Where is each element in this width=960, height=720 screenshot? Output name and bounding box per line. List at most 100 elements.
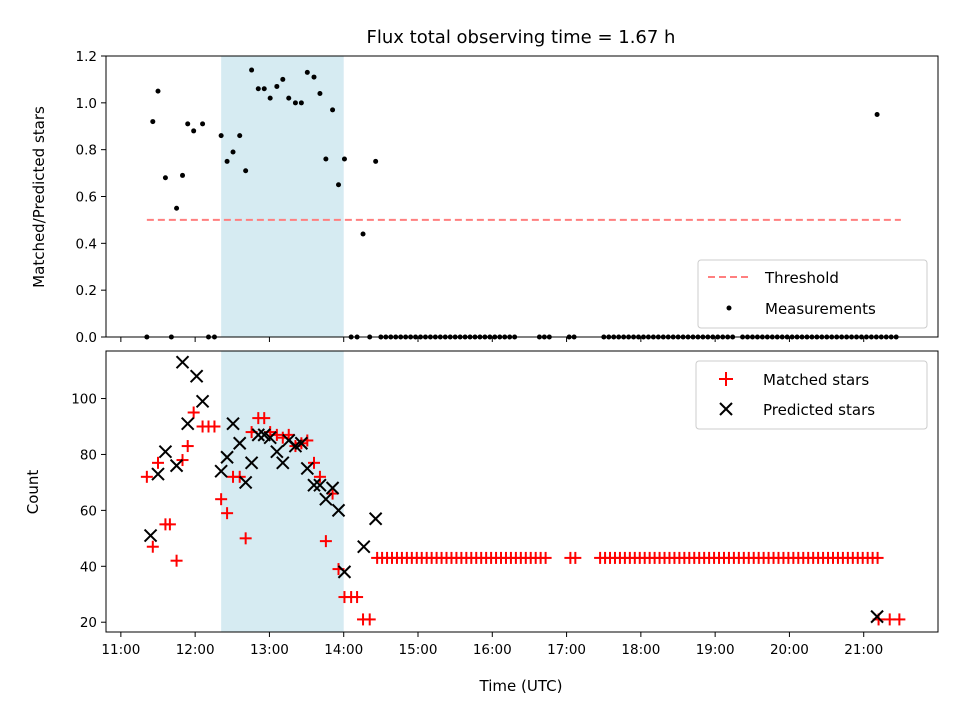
top-y-tick-label: 0.6 xyxy=(76,190,97,206)
bottom-y-tick-label: 20 xyxy=(80,615,97,631)
legend-matched-label: Matched stars xyxy=(763,371,869,389)
measurement-point xyxy=(373,158,379,164)
bottom-y-ticks: 20 40 60 80 100 xyxy=(71,392,106,631)
measurement-point xyxy=(274,83,280,89)
matched-point xyxy=(152,456,164,469)
top-shaded-span xyxy=(221,56,344,337)
predicted-point xyxy=(226,416,240,431)
matched-point xyxy=(282,428,295,441)
predicted-point xyxy=(276,456,290,470)
bottom-x-tick-label: 13:00 xyxy=(250,642,289,658)
matched-point xyxy=(308,456,320,469)
matched-point xyxy=(208,420,221,433)
predicted-point xyxy=(233,436,247,450)
predicted-point xyxy=(181,416,195,431)
measurement-point xyxy=(191,128,197,134)
predicted-point xyxy=(313,478,327,492)
bottom-x-tick-label: 12:00 xyxy=(176,642,215,658)
matched-point xyxy=(319,535,332,548)
predicted-point xyxy=(331,503,346,518)
predicted-point xyxy=(169,458,184,473)
top-y-ticks: 0.0 0.2 0.4 0.6 0.8 1.0 1.2 xyxy=(76,49,106,346)
bottom-y-tick-label: 80 xyxy=(80,447,97,463)
bottom-x-tick-label: 18:00 xyxy=(621,642,660,658)
bottom-x-tick-label: 15:00 xyxy=(399,642,438,658)
top-panel: 0.0 0.2 0.4 0.6 0.8 1.0 1.2 Matched/Predicted … xyxy=(30,49,939,346)
measurement-point xyxy=(230,149,236,155)
predicted-point xyxy=(189,369,204,383)
bottom-panel: 20 40 60 80 100 11:00 12:00 13:00 14:00 15:00 16:… xyxy=(24,350,939,695)
matched-point xyxy=(170,554,183,567)
measurement-point xyxy=(261,86,267,92)
predicted-point xyxy=(220,450,234,464)
measurement-point xyxy=(317,90,323,96)
bottom-x-tick-label: 16:00 xyxy=(473,642,512,658)
bottom-y-axis-label: Count xyxy=(24,470,42,515)
bottom-y-tick-label: 40 xyxy=(80,559,97,575)
predicted-point xyxy=(175,355,190,369)
count-points xyxy=(140,355,906,626)
matched-point xyxy=(181,440,194,453)
top-x-ticks xyxy=(120,337,865,342)
matched-point xyxy=(326,487,339,500)
top-y-tick-label: 1.2 xyxy=(76,49,97,65)
bottom-x-tick-label: 19:00 xyxy=(696,642,735,658)
measurement-point xyxy=(174,205,180,211)
chart-title: Flux total observing time = 1.67 h xyxy=(367,27,676,48)
predicted-point xyxy=(238,475,253,490)
bottom-x-ticks: 11:00 12:00 13:00 14:00 15:00 16:00 17:00 18:00… xyxy=(101,632,883,658)
bottom-x-tick-label: 20:00 xyxy=(770,642,809,658)
measurement-point xyxy=(323,156,329,162)
measurement-point xyxy=(243,168,249,174)
measurement-point xyxy=(292,100,298,106)
top-y-tick-label: 0.0 xyxy=(76,330,97,346)
bottom-legend: Matched stars Predicted stars xyxy=(695,360,928,430)
measurement-point xyxy=(311,74,317,80)
measurement-point xyxy=(341,156,347,162)
measurement-point xyxy=(255,86,261,92)
predicted-point xyxy=(143,528,158,543)
top-y-axis-label: Matched/Predicted stars xyxy=(30,106,48,288)
legend-measurements-label: Measurements xyxy=(765,300,876,318)
matched-point xyxy=(569,551,582,564)
matched-point xyxy=(187,406,200,419)
predicted-point xyxy=(368,512,383,526)
predicted-point xyxy=(307,478,321,492)
matched-point xyxy=(871,551,884,564)
measurement-point xyxy=(224,158,230,164)
measurement-point xyxy=(298,100,304,106)
predicted-point xyxy=(244,456,259,470)
matched-point xyxy=(239,532,252,545)
predicted-point xyxy=(214,464,228,478)
predicted-point xyxy=(151,467,165,481)
measurement-point xyxy=(185,121,191,127)
measurement-point xyxy=(155,88,161,94)
bottom-legend-box xyxy=(695,360,928,430)
predicted-point xyxy=(270,444,284,459)
predicted-point xyxy=(294,436,309,450)
x-axis-label: Time (UTC) xyxy=(479,677,563,695)
measurement-point xyxy=(150,119,156,125)
predicted-point xyxy=(158,444,173,459)
measurement-point xyxy=(267,95,273,101)
bottom-x-tick-label: 11:00 xyxy=(101,642,140,658)
matched-point xyxy=(163,518,176,531)
measurement-point xyxy=(280,76,286,82)
matched-point xyxy=(351,591,364,604)
matched-point xyxy=(146,540,159,553)
predicted-point xyxy=(870,609,884,624)
predicted-point xyxy=(357,540,371,554)
legend-matched-swatch xyxy=(719,372,733,386)
bottom-y-tick-label: 60 xyxy=(80,503,97,519)
measurement-point xyxy=(180,172,186,178)
predicted-point xyxy=(337,565,352,579)
bottom-shaded-span xyxy=(221,351,344,632)
top-legend-box xyxy=(697,259,928,329)
bottom-x-tick-label: 21:00 xyxy=(844,642,883,658)
matched-point xyxy=(313,470,326,483)
measurement-point xyxy=(200,121,206,127)
top-y-tick-label: 1.0 xyxy=(76,96,97,112)
top-legend: Threshold Measurements xyxy=(697,259,928,329)
legend-predicted-label: Predicted stars xyxy=(763,401,875,419)
